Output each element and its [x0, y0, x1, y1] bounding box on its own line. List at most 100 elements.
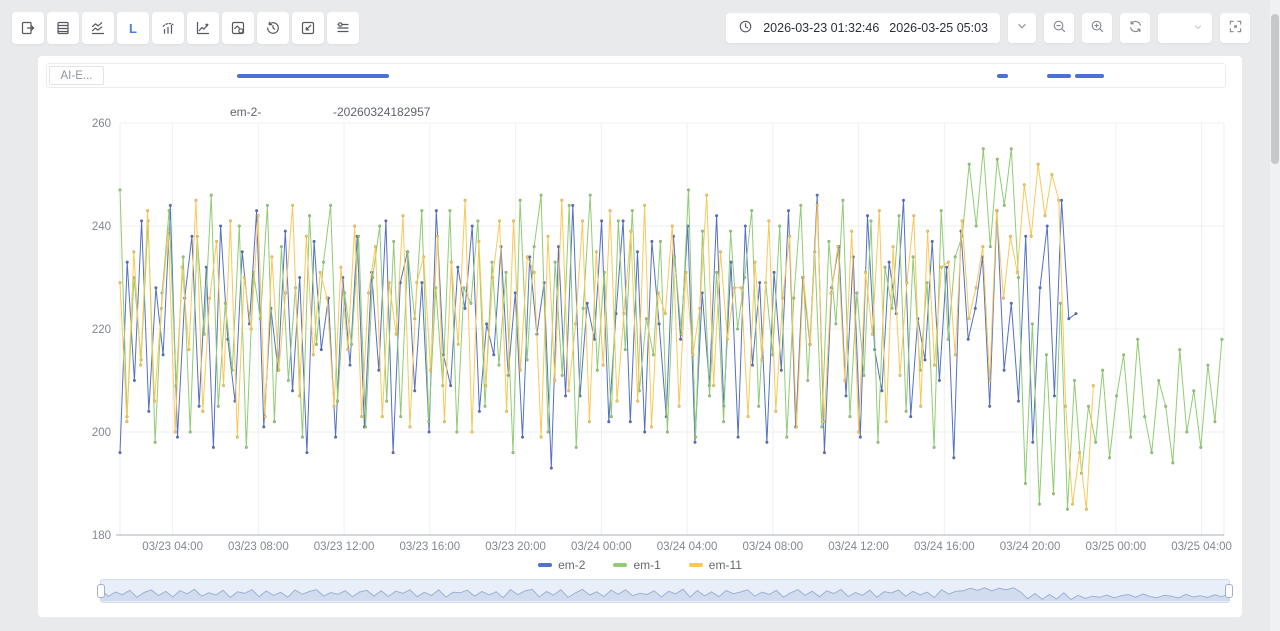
data-point[interactable]: [237, 224, 241, 228]
data-point[interactable]: [822, 451, 826, 455]
data-point[interactable]: [181, 255, 185, 259]
data-point[interactable]: [649, 425, 654, 429]
data-point[interactable]: [297, 394, 302, 398]
data-point[interactable]: [202, 332, 206, 336]
data-point[interactable]: [380, 415, 384, 419]
data-point[interactable]: [778, 224, 782, 228]
data-point[interactable]: [456, 265, 460, 269]
data-point[interactable]: [622, 312, 626, 316]
data-point[interactable]: [434, 208, 438, 213]
data-point[interactable]: [1024, 234, 1028, 238]
data-point[interactable]: [336, 399, 340, 403]
data-point[interactable]: [470, 430, 474, 434]
interval-select[interactable]: [1158, 13, 1212, 43]
data-point[interactable]: [283, 229, 287, 233]
data-point[interactable]: [608, 208, 612, 213]
data-point[interactable]: [739, 286, 743, 290]
data-point[interactable]: [946, 337, 950, 341]
data-point[interactable]: [263, 415, 267, 419]
zoom-in-button[interactable]: [1082, 13, 1112, 43]
data-point[interactable]: [175, 435, 180, 439]
data-point[interactable]: [211, 445, 215, 449]
data-point[interactable]: [511, 219, 516, 223]
data-point[interactable]: [758, 281, 762, 285]
data-point[interactable]: [118, 281, 122, 285]
data-point[interactable]: [925, 281, 929, 285]
data-point[interactable]: [651, 353, 655, 357]
data-point[interactable]: [539, 193, 543, 197]
data-point[interactable]: [865, 214, 870, 218]
data-point[interactable]: [700, 229, 705, 233]
data-point[interactable]: [477, 239, 481, 243]
data-point[interactable]: [728, 229, 733, 233]
data-point[interactable]: [635, 250, 640, 254]
data-point[interactable]: [836, 245, 840, 249]
data-point[interactable]: [553, 260, 557, 264]
data-point[interactable]: [1057, 198, 1061, 202]
data-point[interactable]: [325, 296, 329, 300]
data-point[interactable]: [154, 286, 158, 290]
data-point[interactable]: [901, 198, 906, 202]
data-point[interactable]: [1143, 415, 1147, 419]
data-point[interactable]: [883, 265, 887, 269]
data-point[interactable]: [691, 353, 695, 357]
data-point[interactable]: [387, 281, 391, 285]
data-point[interactable]: [1043, 214, 1047, 218]
annotate-button[interactable]: [292, 12, 324, 44]
data-point[interactable]: [750, 363, 755, 367]
data-point[interactable]: [732, 286, 736, 290]
data-point[interactable]: [967, 317, 971, 321]
data-point[interactable]: [567, 203, 571, 207]
data-point[interactable]: [504, 270, 508, 274]
data-point[interactable]: [449, 384, 453, 388]
data-point[interactable]: [427, 430, 431, 434]
data-point[interactable]: [677, 404, 681, 408]
data-point[interactable]: [1029, 234, 1033, 238]
data-point[interactable]: [553, 378, 557, 383]
data-point[interactable]: [244, 445, 248, 449]
data-point[interactable]: [1164, 404, 1168, 408]
data-point[interactable]: [298, 275, 302, 280]
legend-item-em-2[interactable]: em-2: [538, 558, 585, 572]
data-point[interactable]: [470, 224, 474, 228]
data-point[interactable]: [318, 270, 322, 274]
data-point[interactable]: [180, 265, 184, 269]
data-point[interactable]: [209, 193, 213, 197]
line-chart-button[interactable]: [82, 12, 114, 44]
data-point[interactable]: [767, 219, 771, 223]
data-point[interactable]: [937, 378, 941, 383]
data-point[interactable]: [307, 214, 312, 218]
data-point[interactable]: [686, 188, 691, 192]
data-point[interactable]: [1206, 363, 1210, 367]
data-point[interactable]: [939, 208, 943, 213]
data-point[interactable]: [787, 234, 792, 238]
data-point[interactable]: [858, 435, 862, 439]
date-range-start[interactable]: 2026-03-23 01:32:46: [763, 21, 880, 35]
data-point[interactable]: [1086, 404, 1091, 408]
date-range-picker[interactable]: 2026-03-23 01:32:46 2026-03-25 05:03: [726, 13, 1000, 43]
data-point[interactable]: [1091, 384, 1095, 388]
data-point[interactable]: [822, 420, 826, 424]
data-point[interactable]: [1030, 322, 1034, 326]
series-line-em-1[interactable]: [119, 148, 1223, 510]
data-point[interactable]: [944, 265, 949, 269]
data-point[interactable]: [665, 430, 669, 434]
data-point[interactable]: [1052, 394, 1056, 398]
data-point[interactable]: [415, 281, 419, 285]
data-point[interactable]: [339, 265, 343, 269]
data-point[interactable]: [981, 147, 985, 151]
data-point[interactable]: [658, 239, 662, 243]
data-point[interactable]: [693, 440, 697, 444]
data-point[interactable]: [456, 342, 460, 346]
data-point[interactable]: [221, 384, 226, 388]
data-point[interactable]: [1044, 353, 1048, 357]
data-point[interactable]: [549, 466, 553, 470]
data-point[interactable]: [366, 291, 371, 295]
data-point[interactable]: [599, 219, 604, 223]
data-point[interactable]: [925, 229, 930, 233]
data-point[interactable]: [953, 255, 957, 259]
scrollbar-thumb[interactable]: [1271, 14, 1279, 164]
data-point[interactable]: [602, 270, 606, 274]
list-settings-button[interactable]: [327, 12, 359, 44]
data-point[interactable]: [1157, 378, 1161, 383]
